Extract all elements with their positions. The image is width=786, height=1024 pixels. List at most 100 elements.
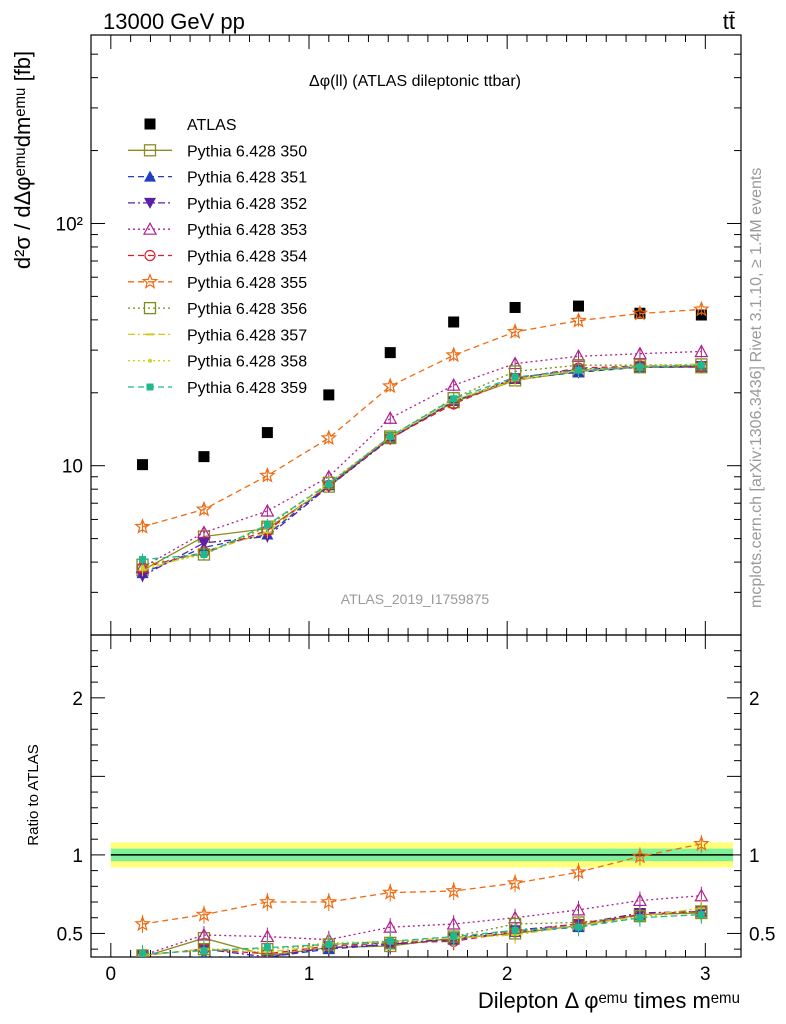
series-line bbox=[142, 366, 702, 571]
data-point bbox=[631, 304, 649, 321]
data-point bbox=[573, 300, 584, 312]
legend-marker bbox=[146, 383, 154, 391]
legend-label: Pythia 6.428 359 bbox=[187, 380, 307, 397]
series-line bbox=[142, 308, 702, 528]
legend-entry: Pythia 6.428 351 bbox=[128, 170, 307, 187]
main-panel: 10 10² bbox=[56, 34, 742, 957]
legend-entry: ATLAS bbox=[144, 117, 237, 134]
data-point bbox=[450, 395, 458, 403]
ratio-point bbox=[386, 937, 394, 945]
data-point bbox=[320, 429, 338, 446]
data-point bbox=[448, 316, 460, 328]
ratio-point bbox=[631, 847, 649, 864]
legend-marker bbox=[143, 144, 157, 157]
ratio-line bbox=[142, 843, 702, 925]
data-point bbox=[693, 300, 710, 317]
main-series bbox=[134, 300, 710, 534]
data-point bbox=[139, 555, 147, 563]
ratio-y-tick-label-right: 0.5 bbox=[749, 924, 775, 945]
legend-label: ATLAS bbox=[187, 117, 237, 134]
legend-marker bbox=[144, 118, 156, 130]
legend-marker bbox=[143, 301, 157, 315]
ratio-point bbox=[575, 923, 582, 931]
data-point bbox=[140, 565, 145, 570]
legend-marker bbox=[144, 170, 156, 182]
ratio-point bbox=[506, 874, 524, 891]
ratio-point bbox=[381, 883, 399, 900]
series-line bbox=[142, 364, 702, 561]
legend-marker bbox=[148, 358, 152, 363]
data-point bbox=[511, 373, 519, 381]
main-series bbox=[139, 359, 705, 566]
legend-marker bbox=[144, 197, 156, 209]
ratio-point bbox=[196, 927, 211, 941]
ratio-point bbox=[697, 911, 705, 919]
legend-marker bbox=[144, 249, 156, 262]
data-point bbox=[325, 480, 333, 488]
data-point bbox=[136, 571, 149, 583]
ratio-line bbox=[142, 913, 702, 955]
ratio-point bbox=[511, 926, 519, 934]
main-y-tick-label: 10 bbox=[62, 457, 83, 478]
ratio-ylabel: Ratio to ATLAS bbox=[25, 744, 42, 845]
ratio-point bbox=[263, 944, 271, 952]
legend-entry: Pythia 6.428 354 bbox=[128, 249, 307, 266]
legend-label: Pythia 6.428 352 bbox=[187, 196, 307, 213]
ratio-point bbox=[134, 915, 151, 932]
series-line bbox=[142, 365, 702, 577]
ratio-series bbox=[136, 902, 708, 957]
series-line bbox=[142, 366, 702, 574]
data-point bbox=[263, 521, 271, 529]
energy-label: 13000 GeV pp bbox=[103, 9, 245, 34]
legend-entry: Pythia 6.428 357 bbox=[128, 327, 307, 344]
legend-label: Pythia 6.428 356 bbox=[187, 301, 307, 318]
main-y-tick-label: 10² bbox=[56, 214, 83, 235]
ratio-line bbox=[142, 913, 702, 957]
legend-label: Pythia 6.428 350 bbox=[187, 143, 307, 160]
data-point bbox=[509, 301, 521, 313]
analysis-id: ATLAS_2019_I1759875 bbox=[341, 591, 490, 607]
legend-marker bbox=[141, 273, 159, 289]
data-point bbox=[196, 525, 211, 539]
data-point bbox=[134, 518, 151, 534]
legend-entry: Pythia 6.428 350 bbox=[128, 143, 307, 160]
data-point bbox=[694, 344, 709, 358]
data-point bbox=[697, 361, 705, 369]
ratio-point bbox=[636, 914, 644, 922]
legend-entry: Pythia 6.428 352 bbox=[128, 196, 307, 213]
data-point bbox=[261, 427, 273, 439]
x-tick-label: 2 bbox=[502, 964, 513, 985]
ratio-series bbox=[137, 886, 709, 957]
ratio-point bbox=[259, 893, 276, 910]
ratio-series bbox=[139, 905, 705, 957]
data-point bbox=[383, 410, 398, 424]
series-line bbox=[142, 365, 702, 569]
x-tick-label: 1 bbox=[304, 964, 315, 985]
data-point bbox=[197, 537, 210, 549]
legend-entry: Pythia 6.428 353 bbox=[128, 221, 307, 239]
legend-entry: Pythia 6.428 356 bbox=[128, 301, 307, 318]
legend-label: Pythia 6.428 358 bbox=[187, 354, 307, 371]
ratio-series bbox=[138, 899, 706, 957]
data-point bbox=[198, 451, 210, 463]
ratio-line bbox=[142, 895, 702, 957]
legend-entry: Pythia 6.428 359 bbox=[128, 380, 307, 397]
data-point bbox=[570, 312, 587, 328]
series-line bbox=[142, 364, 702, 569]
legend: ATLAS Pythia 6.428 350 Pythia 6.428 351 Pyt… bbox=[128, 117, 307, 397]
ratio-point bbox=[195, 905, 213, 922]
x-tick-label: 3 bbox=[700, 964, 711, 985]
ratio-point bbox=[320, 893, 338, 910]
data-point bbox=[260, 503, 275, 517]
legend-label: Pythia 6.428 355 bbox=[187, 275, 307, 292]
data-point bbox=[137, 459, 149, 471]
data-point bbox=[445, 346, 462, 363]
legend-entry: Pythia 6.428 358 bbox=[128, 354, 307, 371]
ratio-y-tick-label-right: 2 bbox=[749, 689, 760, 710]
ratio-frame bbox=[90, 634, 742, 958]
ratio-point bbox=[383, 919, 398, 933]
ratio-series bbox=[140, 902, 708, 957]
data-point bbox=[446, 377, 461, 391]
ratio-series bbox=[136, 902, 707, 957]
ratio-y-tick-label-right: 1 bbox=[749, 846, 760, 867]
